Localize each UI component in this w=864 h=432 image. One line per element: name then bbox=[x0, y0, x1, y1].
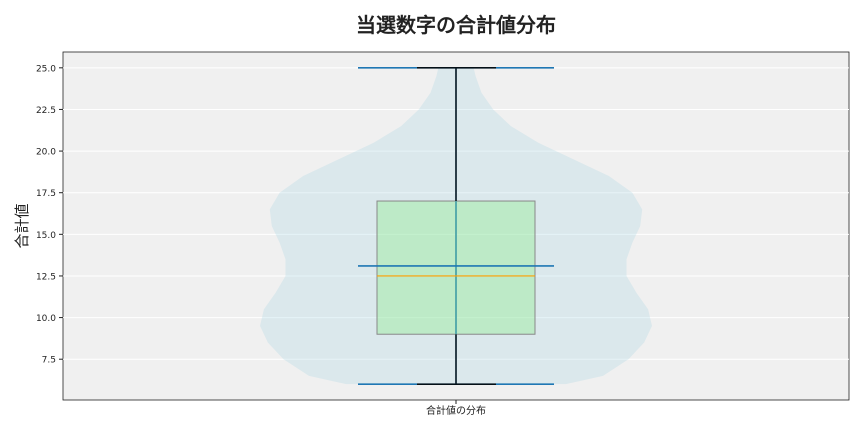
y-tick-label: 22.5 bbox=[36, 106, 56, 116]
y-tick-label: 15.0 bbox=[36, 231, 56, 241]
y-tick-label: 12.5 bbox=[36, 272, 56, 282]
y-tick-label: 10.0 bbox=[36, 314, 56, 324]
y-tick-label: 17.5 bbox=[36, 189, 56, 199]
y-axis-label: 合計値 bbox=[13, 203, 31, 248]
x-tick-label: 合計値の分布 bbox=[426, 404, 486, 417]
chart-title: 当選数字の合計値分布 bbox=[356, 13, 556, 37]
y-tick-label: 20.0 bbox=[36, 148, 56, 158]
y-tick-label: 25.0 bbox=[36, 64, 56, 74]
y-tick-label: 7.5 bbox=[42, 356, 56, 366]
